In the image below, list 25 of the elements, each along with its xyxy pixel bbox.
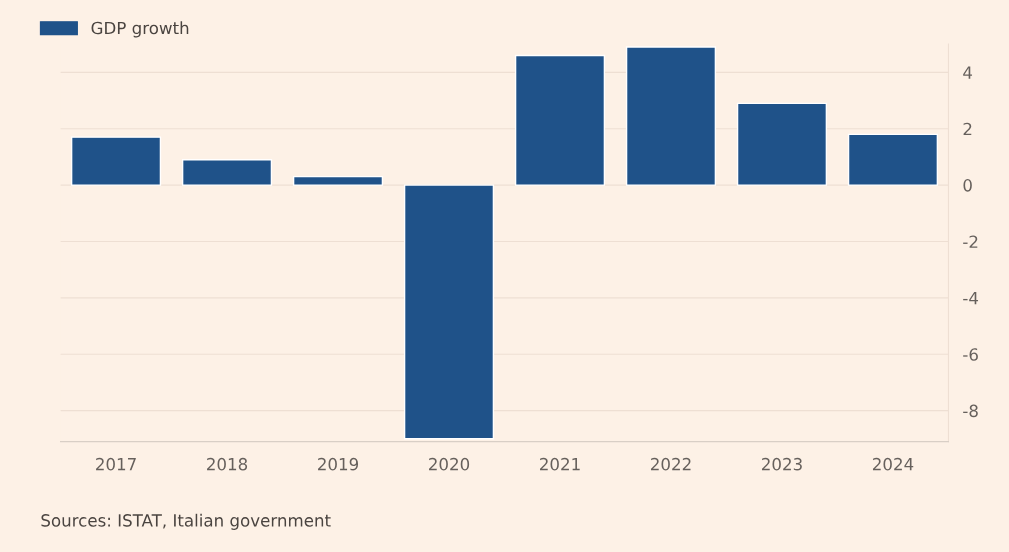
bar bbox=[70, 136, 162, 186]
y-tick-label: 2 bbox=[963, 122, 972, 136]
x-tick-label: 2021 bbox=[540, 457, 580, 471]
y-tick-label: 0 bbox=[963, 179, 972, 192]
y-tick-label: -4 bbox=[963, 292, 979, 305]
bar bbox=[181, 159, 273, 186]
bar bbox=[625, 46, 717, 186]
x-tick-label: 2024 bbox=[872, 457, 914, 471]
x-tick-label: 2023 bbox=[761, 457, 802, 471]
bar bbox=[403, 184, 495, 440]
bar bbox=[847, 133, 939, 186]
bar bbox=[292, 175, 384, 186]
x-tick-label: 2018 bbox=[207, 457, 248, 471]
x-tick-label: 2019 bbox=[318, 457, 359, 471]
x-tick-label: 2017 bbox=[96, 457, 136, 471]
legend-label: GDP growth bbox=[91, 21, 189, 38]
y-tick-label: -6 bbox=[963, 348, 978, 361]
x-tick-label: 2020 bbox=[429, 457, 470, 471]
y-tick-label: -2 bbox=[963, 235, 978, 248]
x-tick-label: 2022 bbox=[651, 457, 691, 471]
y-tick-label: -8 bbox=[963, 404, 978, 418]
bar bbox=[736, 102, 828, 186]
y-tick-label: 4 bbox=[963, 66, 973, 79]
source-note: Sources: ISTAT, Italian government bbox=[41, 513, 331, 530]
bar bbox=[514, 54, 606, 186]
